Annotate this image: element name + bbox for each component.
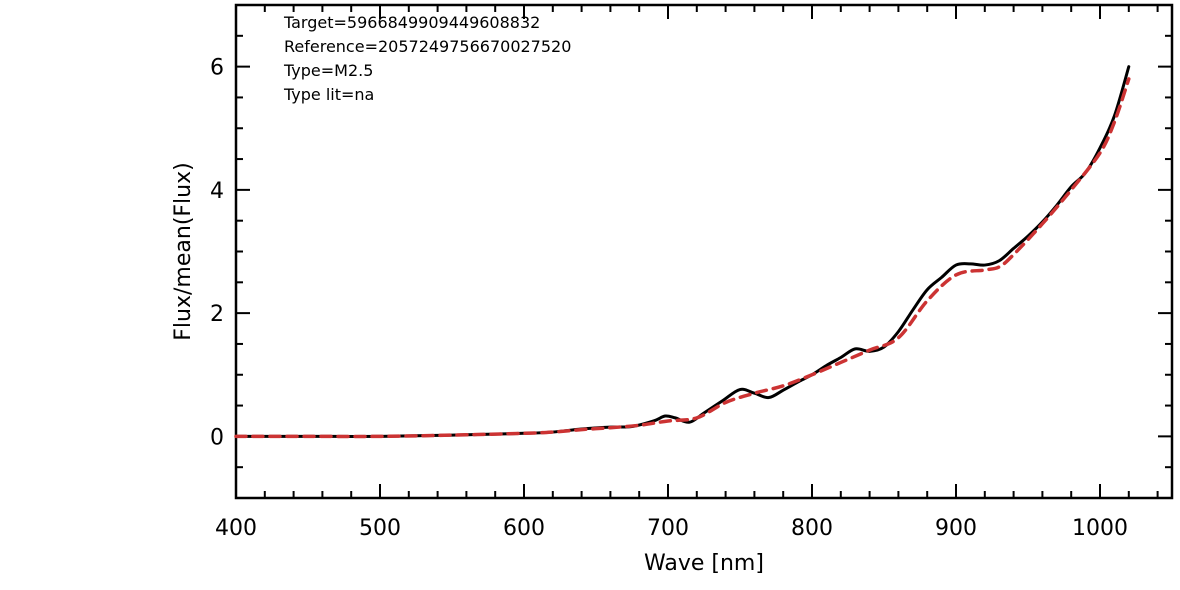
plot-frame-group [234,3,1174,500]
y-axis-ticks: 0 2 4 6 [210,4,1172,499]
y-tick-label: 2 [210,302,224,327]
x-tick-label: 400 [215,516,257,541]
annotation-group: Target=5966849909449608832 Reference=2057… [283,13,571,104]
x-tick-label: 900 [935,516,977,541]
y-tick-label: 0 [210,425,224,450]
series-group [234,65,1131,439]
x-axis-label: Wave [nm] [644,551,764,576]
annotation-line: Reference=2057249756670027520 [284,37,571,56]
x-tick-label: 700 [647,516,689,541]
target-series-line [234,65,1131,438]
y-axis-label: Flux/mean(Flux) [171,162,196,340]
reference-series-line [234,77,1131,439]
y-tick-label: 6 [210,56,224,81]
annotation-line: Type lit=na [283,85,374,104]
x-axis-ticks: 400 500 600 700 800 900 1000 [215,5,1159,541]
y-tick-label: 4 [210,179,224,204]
annotation-line: Target=5966849909449608832 [283,13,540,32]
x-tick-label: 600 [503,516,545,541]
x-tick-label: 1000 [1072,516,1128,541]
x-tick-label: 800 [791,516,833,541]
annotation-line: Type=M2.5 [283,61,373,80]
x-tick-label: 500 [359,516,401,541]
plot-frame [234,3,1174,500]
